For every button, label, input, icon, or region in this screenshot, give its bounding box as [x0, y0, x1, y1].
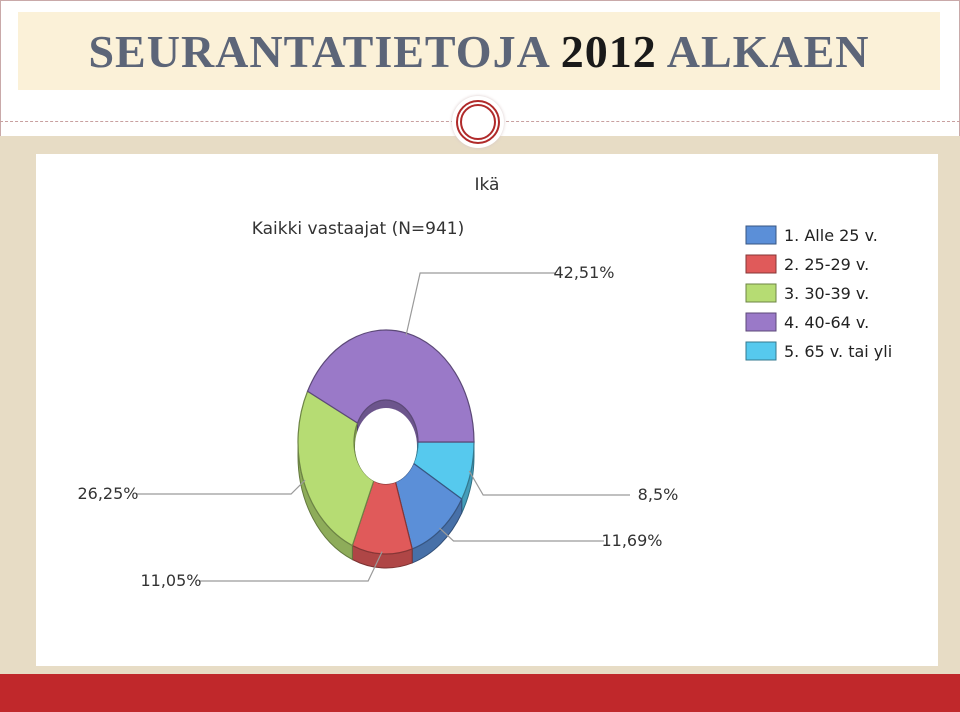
legend-label-3: 3. 30-39 v. [784, 284, 869, 303]
slice-4 [306, 329, 475, 443]
chart-title: Ikä [475, 175, 500, 195]
data-label-1: 11,69% [601, 531, 662, 550]
leader-line-2 [199, 551, 383, 582]
leader-line-3 [136, 479, 306, 495]
data-label-3: 26,25% [77, 484, 138, 503]
legend-swatch-1 [745, 225, 777, 245]
leader-line-4 [405, 272, 556, 336]
footer-bar [0, 674, 960, 712]
legend-swatch-4 [745, 312, 777, 332]
data-label-2: 11,05% [140, 571, 201, 590]
title-part2: ALKAEN [666, 26, 870, 77]
title-part1: SEURANTATIETOJA [88, 26, 549, 77]
legend-swatch-2 [745, 254, 777, 274]
legend-label-2: 2. 25-29 v. [784, 255, 869, 274]
slide-title: SEURANTATIETOJA 2012 ALKAEN [18, 12, 940, 90]
data-label-5: 8,5% [638, 485, 679, 504]
chart-subtitle: Kaikki vastaajat (N=941) [252, 219, 465, 239]
circle-ornament-icon [452, 96, 504, 148]
legend-swatch-5 [745, 341, 777, 361]
legend-label-4: 4. 40-64 v. [784, 313, 869, 332]
legend-swatch-3 [745, 283, 777, 303]
title-year: 2012 [560, 26, 657, 77]
pie-chart: Ikä Kaikki vastaajat (N=941) 8,5% 11,69% 1… [77, 175, 892, 590]
title-band [18, 12, 940, 90]
data-label-4: 42,51% [553, 263, 614, 282]
leader-line-5 [468, 470, 630, 496]
chart-panel: Ikä Kaikki vastaajat (N=941) 8,5% 11,69% 1… [36, 154, 938, 666]
legend-label-1: 1. Alle 25 v. [784, 226, 878, 245]
legend-label-5: 5. 65 v. tai yli [784, 342, 892, 361]
leader-line-1 [439, 527, 604, 542]
donut-hole [355, 408, 417, 484]
